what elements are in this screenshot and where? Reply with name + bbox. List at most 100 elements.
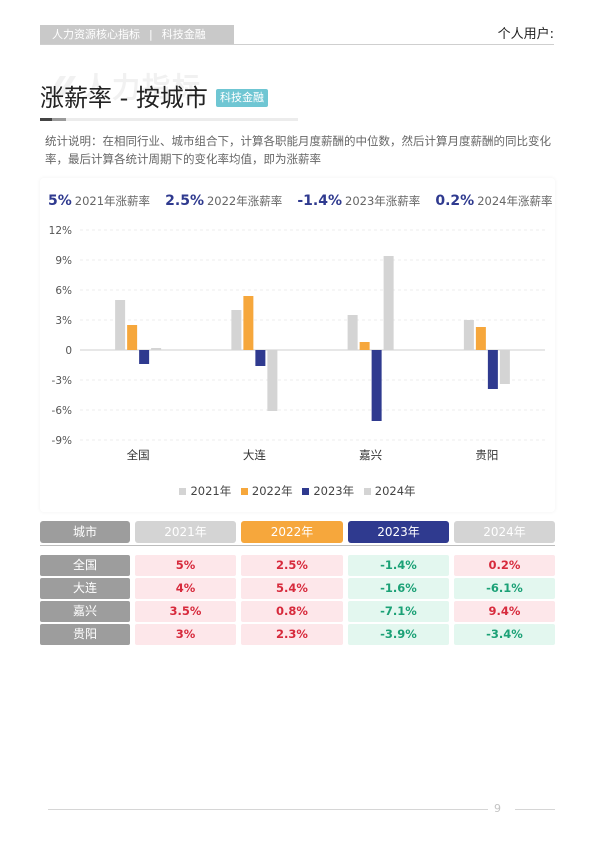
bar [231,310,242,350]
y-tick-label: 0 [65,345,72,357]
legend-item-2021[interactable]: 2021年 [179,483,231,499]
legend-label: 2021年 [190,484,232,498]
bar [371,350,382,421]
table-cell: 2.3% [241,624,343,645]
footer-divider-right [515,809,555,810]
title-underline-accent-secondary [52,118,66,121]
table-cell: 4% [135,578,236,599]
header-tag-separator: | [149,28,153,41]
table-row-city: 贵阳 [40,624,130,645]
summary-label: 2024年涨薪率 [477,194,553,208]
table-cell: -3.9% [348,624,449,645]
y-tick-label: 12% [49,225,72,237]
summary-label: 2021年涨薪率 [74,194,151,208]
summary-value: 2.5% [165,193,204,209]
table-cell: 5% [135,555,236,576]
table-cell: 3.5% [135,601,236,622]
bar [115,300,126,350]
summary-value: 5% [48,193,72,209]
table-cell: 3% [135,624,236,645]
summary-value: -1.4% [297,193,342,209]
footer-divider-left [48,809,488,810]
bar [383,256,394,350]
table-cell: 0.8% [241,601,343,622]
title-underline [40,118,298,121]
user-label: 个人用户: [497,27,554,42]
table-cell: 5.4% [241,578,343,599]
header-divider [40,44,554,45]
table-header-city: 城市 [40,521,130,543]
legend-label: 2023年 [313,484,355,498]
slash-logo-icon [44,76,76,102]
bar [487,350,498,389]
y-tick-label: -6% [52,405,72,417]
bar [139,350,150,364]
x-tick-label: 贵阳 [475,448,498,462]
table-header-2024: 2024年 [454,521,555,543]
bar [463,320,474,350]
bar [267,350,278,411]
legend-swatch-2022 [240,488,248,495]
bar [499,350,510,384]
y-tick-label: -3% [52,375,72,387]
salary-growth-bar-chart: 12% 9% 6% 3% 0 -3% -6% -9% 全国 大连 嘉兴 贵阳 [49,225,545,462]
table-row-city: 大连 [40,578,130,599]
y-tick-label: -9% [52,435,72,447]
summary-label: 2022年涨薪率 [206,194,283,208]
table-header-2021: 2021年 [135,521,236,543]
legend-item-2023[interactable]: 2023年 [302,483,354,499]
title-underline-accent [40,118,52,121]
summary-stat-2022: 2.5% 2022年涨薪率 [165,190,286,209]
header-tag-right: 科技金融 [161,28,206,41]
y-tick-label: 3% [55,315,72,327]
page-title: 涨薪率 - 按城市 [40,84,208,112]
legend-swatch-2023 [302,488,310,495]
legend-item-2024[interactable]: 2024年 [363,483,416,499]
industry-badge: 科技金融 [216,89,268,107]
x-tick-label: 大连 [243,448,266,462]
x-tick-label: 全国 [127,448,150,462]
summary-stats: 5% 2021年涨薪率 2.5% 2022年涨薪率 -1.4% 2023年涨薪率 0.… [48,190,562,209]
chart-legend: 2021年 2022年 2023年 2024年 [40,483,555,499]
summary-stat-2021: 5% 2021年涨薪率 [48,190,154,209]
y-tick-label: 9% [55,255,72,267]
chart-card: 5% 2021年涨薪率 2.5% 2022年涨薪率 -1.4% 2023年涨薪率 0.… [40,178,555,512]
bar [359,342,370,350]
table-cell: -6.1% [454,578,555,599]
y-tick-label: 6% [55,285,72,297]
table-cell: 9.4% [454,601,555,622]
summary-stat-2024: 0.2% 2024年涨薪率 [435,190,556,209]
table-row-city: 嘉兴 [40,601,130,622]
legend-swatch-2024 [363,488,371,495]
legend-label: 2022年 [251,484,293,498]
summary-value: 0.2% [435,193,475,209]
table-header-divider [40,545,555,546]
table-cell: 2.5% [241,555,343,576]
header-tag: 人力资源核心指标 | 科技金融 [40,25,234,44]
table-cell: -1.6% [348,578,449,599]
table-row-city: 全国 [40,555,130,576]
bar [255,350,266,366]
page-number: 9 [494,802,501,815]
bar [127,325,138,350]
table-cell: 0.2% [454,555,555,576]
table-header-2023: 2023年 [348,521,449,543]
bar [475,327,486,350]
x-tick-label: 嘉兴 [359,448,382,462]
table-header-2022: 2022年 [241,521,343,543]
table-cell: -3.4% [454,624,555,645]
watermark-text: 人力指标 [82,71,203,104]
bar [243,296,254,350]
table-cell: -1.4% [348,555,449,576]
legend-swatch-2021 [179,488,187,495]
header-tag-left: 人力资源核心指标 [52,28,140,41]
statistics-note: 统计说明：在相同行业、城市组合下，计算各职能月度薪酬的中位数，然后计算月度薪酬的… [45,134,551,166]
legend-label: 2024年 [374,484,416,498]
bar [347,315,358,350]
summary-label: 2023年涨薪率 [345,194,421,208]
table-cell: -7.1% [348,601,449,622]
summary-stat-2023: -1.4% 2023年涨薪率 [297,190,424,209]
watermark: 人力指标 [42,66,202,106]
bar [151,348,162,350]
legend-item-2022[interactable]: 2022年 [240,483,293,499]
